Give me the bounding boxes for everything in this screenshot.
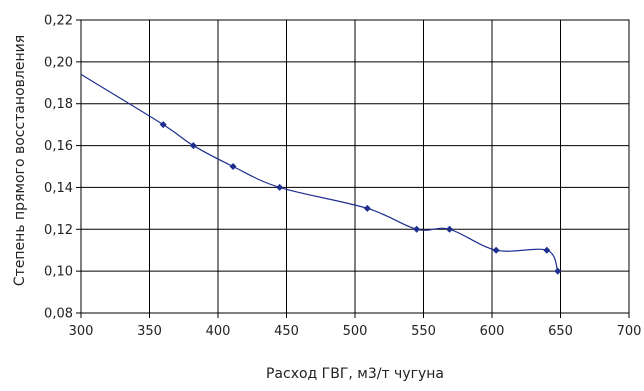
y-tick-label: 0,18 [44,97,73,112]
data-point [446,225,454,233]
y-axis-label: Степень прямого восстановления [12,35,28,286]
y-tick-label: 0,14 [44,181,73,196]
y-tick-label: 0,10 [44,265,73,280]
series-group [80,73,562,275]
x-tick-label: 300 [69,324,94,339]
y-tick-label: 0,20 [44,55,73,70]
plot-frame [80,19,630,314]
data-point [189,142,197,150]
data-point [543,246,551,254]
x-tick-label: 550 [411,324,436,339]
y-tick-label: 0,08 [44,307,73,322]
data-point [413,225,421,233]
y-tick-label: 0,16 [44,139,73,154]
x-tick-label: 700 [617,324,642,339]
x-tick-label: 350 [137,324,162,339]
x-tick-label: 600 [480,324,505,339]
data-point [276,183,284,191]
data-point [492,246,500,254]
data-point [554,267,562,275]
x-tick-label: 500 [343,324,368,339]
x-tick-label: 450 [274,324,299,339]
x-tick-label: 650 [548,324,573,339]
data-point [363,204,371,212]
x-tick-labels: 300 350 400 450 500 550 600 650 700 [69,324,642,339]
data-point [159,121,167,129]
y-tick-label: 0,12 [44,223,73,238]
x-tick-label: 400 [206,324,231,339]
series-line [80,73,559,272]
y-tick-labels: 0,08 0,10 0,12 0,14 0,16 0,18 0,20 0,22 [44,14,73,322]
data-point [229,163,237,170]
y-tick-label: 0,22 [44,14,73,29]
x-axis-label: Расход ГВГ, м3/т чугуна [266,366,444,382]
